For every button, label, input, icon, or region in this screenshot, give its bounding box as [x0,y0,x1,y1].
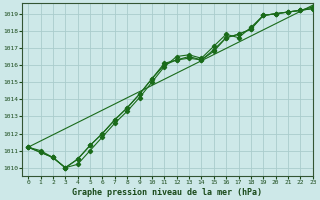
X-axis label: Graphe pression niveau de la mer (hPa): Graphe pression niveau de la mer (hPa) [72,188,262,197]
